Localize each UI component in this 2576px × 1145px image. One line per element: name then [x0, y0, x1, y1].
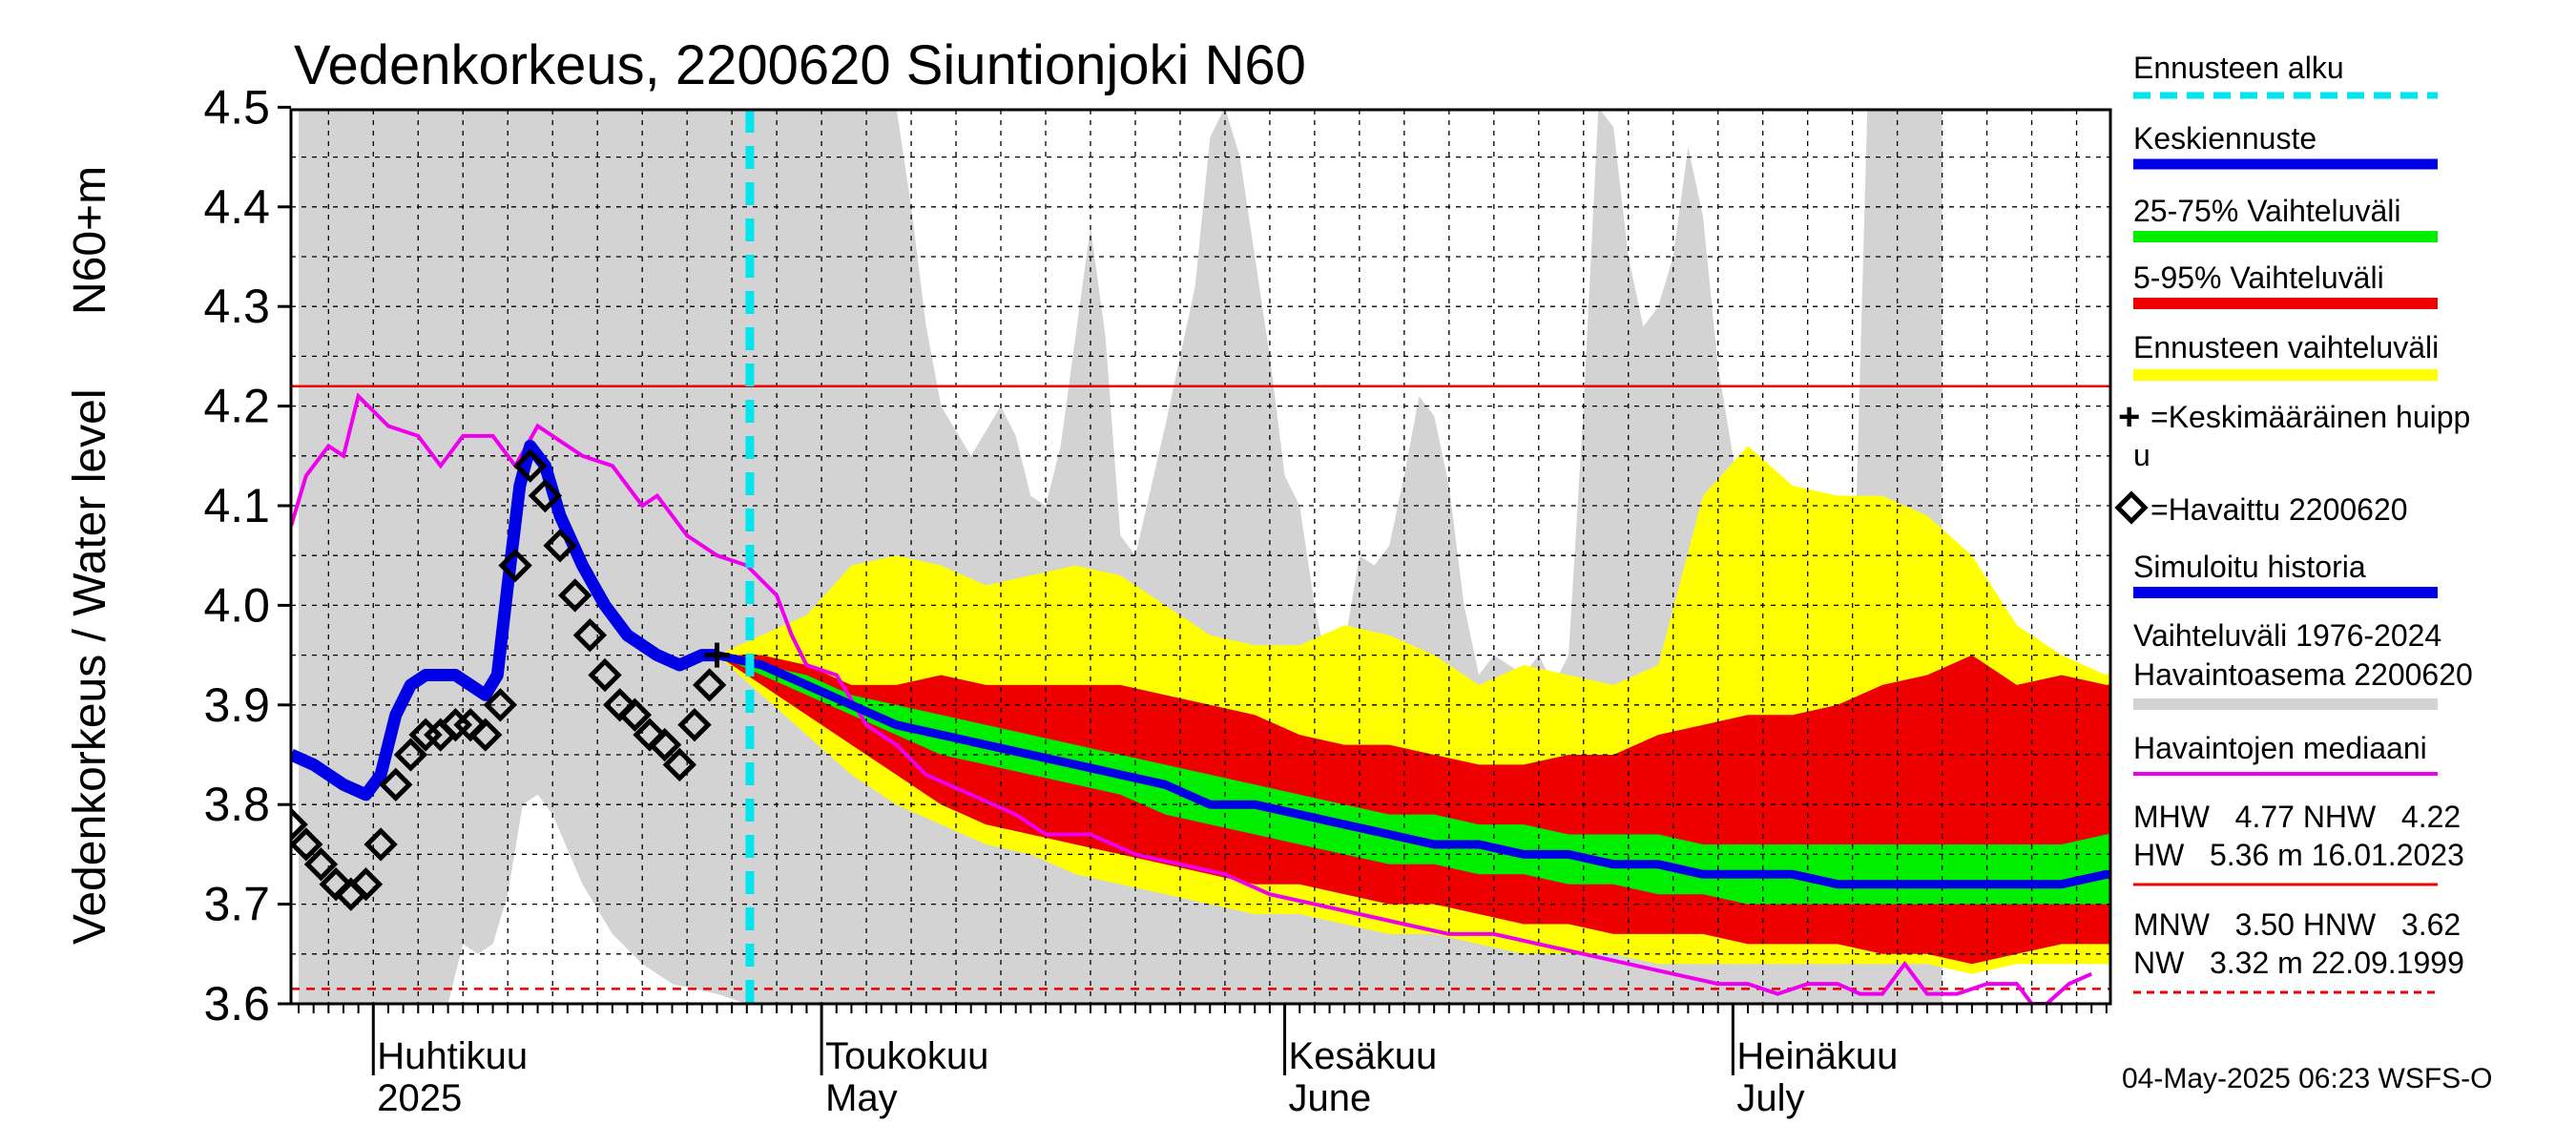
- plot-frame: [289, 108, 2112, 1006]
- y-axis-ticks: 3.6 3.7 3.8 3.9 4.0 4.1 4.2 4.3 4.4 4.5: [203, 80, 291, 1030]
- simulated-history-line: [291, 439, 717, 802]
- observed-point: [291, 827, 323, 862]
- observed-point: [647, 727, 682, 762]
- y-tick-label: 3.7: [203, 878, 270, 931]
- mean-peak-marker: [704, 642, 730, 668]
- observed-point: [528, 478, 563, 513]
- x-month-label-fi: Toukokuu: [825, 1035, 988, 1077]
- observed-point: [572, 618, 608, 653]
- observed-point: [393, 738, 428, 772]
- grid-lines: [291, 110, 2110, 1004]
- legend-mean-forecast-label: Keskiennuste: [2133, 121, 2316, 156]
- median-line: [291, 392, 2093, 1004]
- y-axis-label: Vedenkorkeus / Water level: [65, 388, 115, 945]
- mean-forecast-line: [716, 651, 2110, 889]
- y-tick-label: 3.8: [203, 778, 270, 831]
- legend-observed-icon: [2114, 490, 2149, 525]
- chart-title: Vedenkorkeus, 2200620 Siuntionjoki N60: [294, 34, 1306, 96]
- observed-point: [468, 718, 503, 752]
- observed-point: [291, 807, 308, 842]
- x-month-label-en: May: [825, 1077, 898, 1119]
- x-month-label-en: June: [1289, 1077, 1372, 1119]
- x-month-label-en: 2025: [377, 1077, 462, 1119]
- x-month-label-fi: Heinäkuu: [1736, 1035, 1898, 1077]
- observed-point: [364, 827, 398, 862]
- y-tick-label: 3.6: [203, 977, 270, 1030]
- observed-point: [483, 688, 518, 722]
- legend-peak-icon: +: [2118, 396, 2140, 438]
- band-25-75: [717, 655, 2110, 905]
- y-tick-label: 4.2: [203, 380, 270, 433]
- y-axis-unit-label: N60+m: [65, 166, 115, 315]
- observed-point: [543, 529, 577, 563]
- observed-point: [558, 578, 592, 613]
- x-month-label-fi: Kesäkuu: [1289, 1035, 1438, 1077]
- observed-point: [498, 548, 532, 583]
- legend-band-25-75-label: 25-75% Vaihteluväli: [2133, 194, 2400, 228]
- x-month-label-en: July: [1736, 1077, 1804, 1119]
- legend: Ennusteen alku Keskiennuste 25-75% Vaiht…: [2114, 51, 2473, 994]
- legend-simulated-label: Simuloitu historia: [2133, 550, 2366, 584]
- legend-median-label: Havaintojen mediaani: [2133, 731, 2427, 765]
- stats-mnw: MNW 3.50 HNW 3.62: [2133, 907, 2461, 942]
- legend-peak-label-2: u: [2133, 438, 2150, 472]
- legend-peak-label-1: =Keskimääräinen huipp: [2150, 400, 2470, 434]
- legend-range-label-2: Havaintoasema 2200620: [2133, 657, 2473, 692]
- observed-point: [348, 867, 384, 902]
- y-tick-label: 3.9: [203, 678, 270, 732]
- observed-point: [588, 657, 622, 693]
- legend-observed-label: =Havaittu 2200620: [2150, 492, 2408, 527]
- observed-point: [379, 767, 413, 802]
- observed-point: [662, 747, 697, 782]
- stats-nw: NW 3.32 m 22.09.1999: [2133, 946, 2464, 980]
- y-tick-label: 4.5: [203, 80, 270, 134]
- legend-range-label-1: Vaihteluväli 1976-2024: [2133, 618, 2441, 653]
- stats-hw: HW 5.36 m 16.01.2023: [2133, 838, 2464, 872]
- observed-point: [677, 708, 712, 742]
- observed-point: [513, 448, 548, 483]
- y-tick-label: 4.3: [203, 280, 270, 333]
- legend-band-5-95-label: 5-95% Vaihteluväli: [2133, 260, 2384, 295]
- observed-point: [617, 697, 653, 732]
- legend-forecast-start-label: Ennusteen alku: [2133, 51, 2344, 85]
- stats-mhw: MHW 4.77 NHW 4.22: [2133, 800, 2461, 834]
- legend-forecast-range-label: Ennusteen vaihteluväli: [2133, 330, 2439, 364]
- y-tick-label: 4.4: [203, 180, 270, 234]
- y-tick-label: 4.0: [203, 578, 270, 632]
- footer-timestamp: 04-May-2025 06:23 WSFS-O: [2122, 1063, 2493, 1094]
- observed-point: [303, 847, 339, 882]
- observed-points: [291, 448, 727, 911]
- plot-area: [291, 110, 2110, 1004]
- x-month-label-fi: Huhtikuu: [377, 1035, 528, 1077]
- observed-point: [692, 668, 727, 702]
- y-tick-label: 4.1: [203, 479, 270, 532]
